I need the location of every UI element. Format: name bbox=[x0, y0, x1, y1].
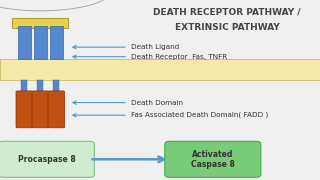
Bar bbox=[21, 80, 27, 92]
Text: Death Domain: Death Domain bbox=[131, 100, 183, 106]
Text: Death Ligand: Death Ligand bbox=[131, 44, 180, 50]
Text: Death Receptor  Fas, TNFR: Death Receptor Fas, TNFR bbox=[131, 54, 228, 60]
Bar bbox=[37, 80, 43, 92]
Bar bbox=[18, 26, 31, 59]
FancyBboxPatch shape bbox=[0, 141, 94, 177]
Text: EXTRINSIC PATHWAY: EXTRINSIC PATHWAY bbox=[175, 23, 280, 32]
Bar bbox=[53, 80, 59, 92]
Bar bbox=[0, 59, 320, 80]
Text: Activated
Caspase 8: Activated Caspase 8 bbox=[191, 150, 235, 169]
Text: Procaspase 8: Procaspase 8 bbox=[18, 155, 75, 164]
Bar bbox=[34, 26, 47, 59]
FancyBboxPatch shape bbox=[48, 91, 65, 128]
FancyBboxPatch shape bbox=[32, 91, 49, 128]
Text: Fas Associated Death Domain( FADD ): Fas Associated Death Domain( FADD ) bbox=[131, 112, 268, 118]
Text: DEATH RECEPTOR PATHWAY /: DEATH RECEPTOR PATHWAY / bbox=[154, 7, 301, 16]
FancyBboxPatch shape bbox=[165, 141, 261, 177]
FancyBboxPatch shape bbox=[16, 91, 33, 128]
Bar bbox=[50, 26, 63, 59]
Bar bbox=[12, 18, 68, 28]
